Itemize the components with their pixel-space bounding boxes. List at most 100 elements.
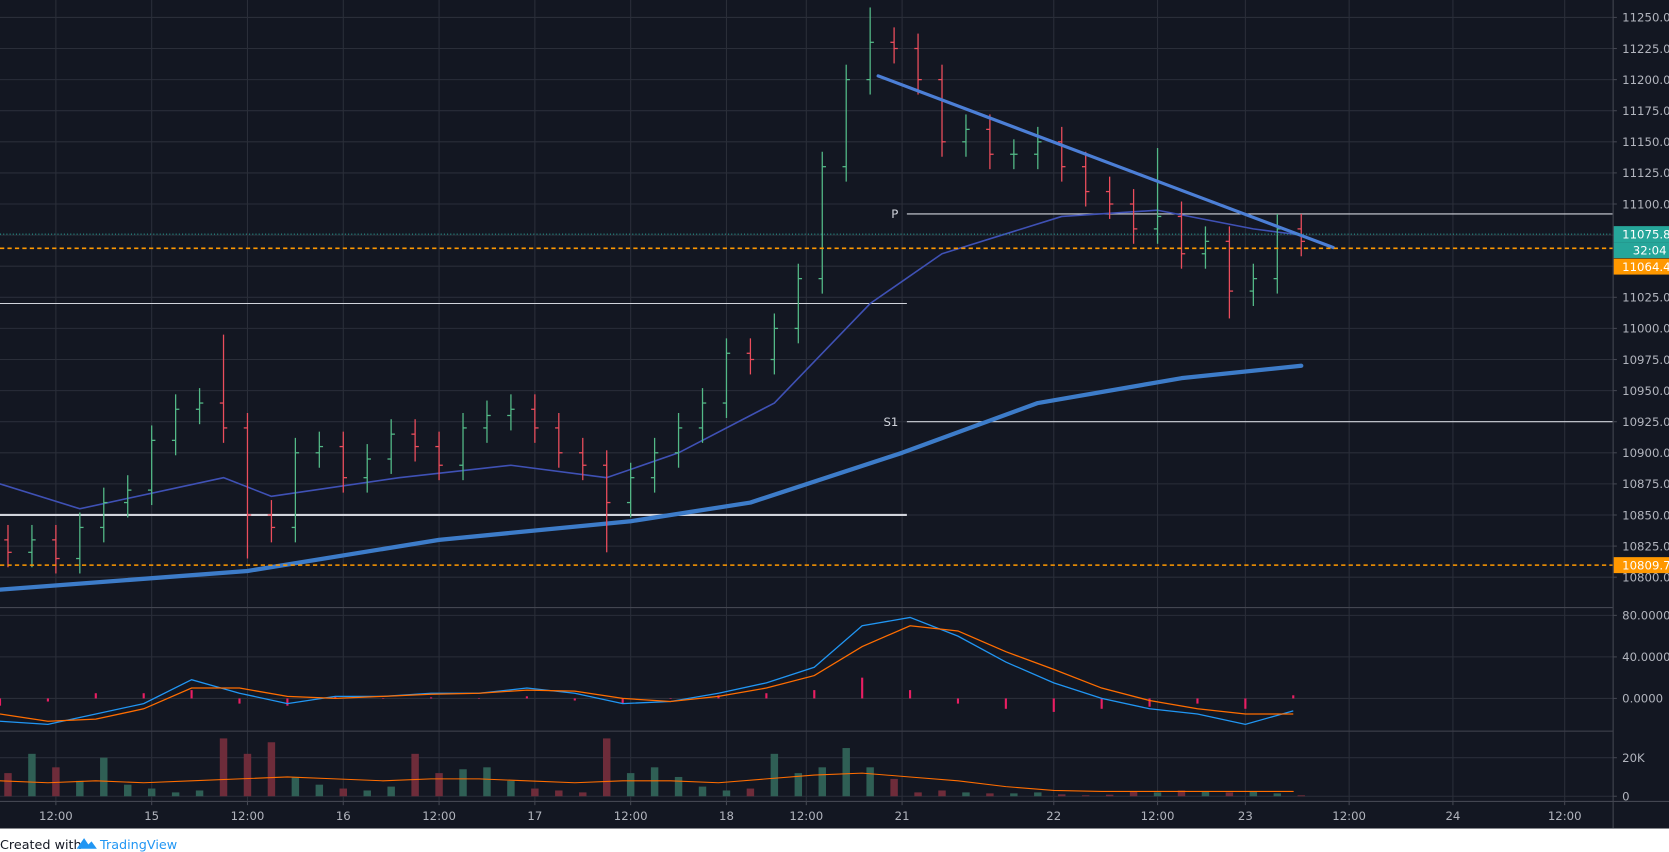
x-tick-label: 24 xyxy=(1445,809,1460,823)
volume-bar xyxy=(555,790,563,797)
histogram-bar xyxy=(286,698,289,706)
volume-bar xyxy=(818,767,826,797)
volume-bar xyxy=(267,742,276,797)
volume-bar xyxy=(962,792,970,797)
footer-band xyxy=(0,828,1669,852)
volume-bar xyxy=(1081,795,1090,797)
x-tick-label: 22 xyxy=(1046,809,1061,823)
volume-bar xyxy=(794,773,803,797)
y-tick-label: 10900.0 xyxy=(1622,446,1669,460)
indicator-line xyxy=(0,616,1294,726)
histogram-bar xyxy=(813,690,816,699)
volume-bar xyxy=(387,786,395,797)
volume-bar xyxy=(363,790,371,797)
volume-bar xyxy=(28,753,36,797)
volume-bar xyxy=(866,767,874,797)
volume-bar xyxy=(722,790,731,797)
x-tick-label: 12:00 xyxy=(422,809,456,823)
x-tick-label: 15 xyxy=(144,809,159,823)
volume-bar xyxy=(602,738,611,797)
x-tick-label: 12:00 xyxy=(614,809,648,823)
price-label: 11075.8 xyxy=(1622,227,1669,241)
y-tick-label: 10950.0 xyxy=(1622,384,1669,398)
marks: 10800.0 10825.0 10850.0 10875.0 10900.0 10925… xyxy=(0,7,1669,823)
histogram-bar xyxy=(525,696,528,699)
footer-created: Created with xyxy=(0,838,82,852)
x-tick-label: 21 xyxy=(895,809,910,823)
price-label-bg xyxy=(1613,557,1669,574)
y-tick-label: 10925.0 xyxy=(1622,415,1669,429)
volume-bar xyxy=(531,788,539,797)
volume-bar xyxy=(986,793,994,797)
histogram-bar xyxy=(238,698,241,704)
y-tick-label: 10825.0 xyxy=(1622,539,1669,553)
volume-bar xyxy=(195,790,204,797)
histogram-bar xyxy=(477,698,481,699)
histogram-bar xyxy=(46,698,49,702)
volume-bar xyxy=(626,773,635,797)
y-tick-label: 10975.0 xyxy=(1622,353,1669,367)
trend-line xyxy=(876,74,1335,250)
y-tick-label: 11025.0 xyxy=(1622,291,1669,305)
volume-bar xyxy=(171,792,180,797)
y-tick-label: 11200.0 xyxy=(1622,73,1669,87)
histogram-bar xyxy=(1244,698,1247,709)
volume-bar xyxy=(842,748,850,797)
volume-bar xyxy=(4,773,12,797)
histogram-bar xyxy=(1292,695,1295,699)
histogram-bar xyxy=(1052,698,1055,712)
y-tick-label: 11100.0 xyxy=(1622,197,1669,211)
x-tick-label: 23 xyxy=(1238,809,1253,823)
x-tick-label: 18 xyxy=(719,809,734,823)
y-tick-label: 0 xyxy=(1622,790,1629,804)
pivot-label: S1 xyxy=(883,415,898,429)
x-tick-label: 17 xyxy=(527,809,542,823)
y-tick-label: 20K xyxy=(1622,751,1645,765)
histogram-bar xyxy=(956,698,960,704)
volume-bar xyxy=(76,780,84,797)
y-tick-label: 11000.0 xyxy=(1622,322,1669,336)
background xyxy=(0,0,1669,829)
histogram-bar xyxy=(1100,698,1103,709)
x-tick-label: 16 xyxy=(336,809,351,823)
y-tick-label: 11150.0 xyxy=(1622,135,1669,149)
volume-bar xyxy=(243,753,252,797)
y-tick-label: 0.0000 xyxy=(1622,692,1663,706)
histogram-bar xyxy=(94,693,97,699)
y-tick-label: 10875.0 xyxy=(1622,477,1669,491)
y-tick-label: 80.0000 xyxy=(1622,609,1669,623)
footer-logo xyxy=(76,838,97,849)
countdown-label: 32:04 xyxy=(1633,243,1667,257)
volume-bar xyxy=(124,784,132,797)
volume-bar xyxy=(483,767,491,797)
x-tick-label: 12:00 xyxy=(231,809,265,823)
volume-bar xyxy=(579,792,587,797)
grid xyxy=(0,0,1617,801)
moving-average xyxy=(0,363,1304,592)
price-label-bg xyxy=(1613,258,1669,275)
histogram-bar xyxy=(1148,698,1151,707)
volume-bar xyxy=(52,767,60,797)
y-tick-label: 10800.0 xyxy=(1622,570,1669,584)
volume-bar xyxy=(1177,790,1186,797)
volume-bar xyxy=(698,786,707,797)
volume-bar xyxy=(1297,795,1305,797)
volume-bar xyxy=(1058,794,1066,797)
volume-bar xyxy=(291,776,300,797)
footer-brand[interactable]: TradingView xyxy=(99,838,177,852)
histogram-bar xyxy=(430,697,433,699)
x-tick-label: 12:00 xyxy=(1332,809,1366,823)
volume-bar xyxy=(746,788,755,797)
volume-bar xyxy=(1034,792,1042,797)
pivot-label: P xyxy=(891,207,898,221)
x-tick-label: 12:00 xyxy=(789,809,823,823)
volume-bar xyxy=(1249,791,1258,797)
volume-bar xyxy=(315,784,324,797)
volume-bar xyxy=(147,788,156,797)
histogram-bar xyxy=(669,698,672,699)
volume-bar xyxy=(1010,793,1018,797)
x-tick-label: 12:00 xyxy=(1548,809,1582,823)
volume-bar xyxy=(339,788,347,797)
